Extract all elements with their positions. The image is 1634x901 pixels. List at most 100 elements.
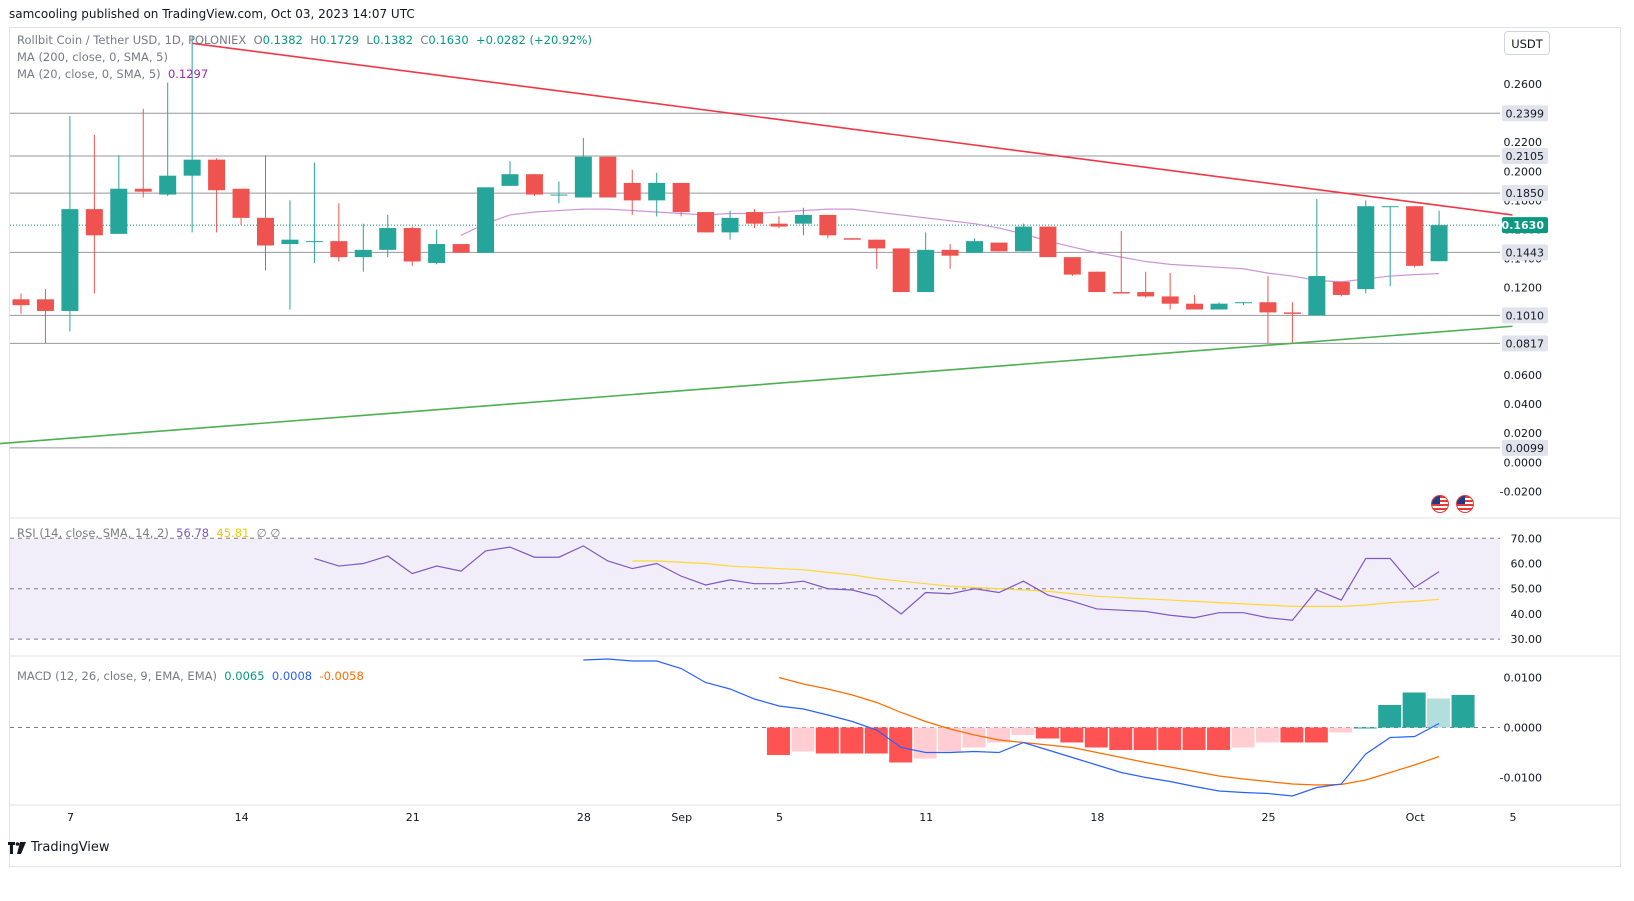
macd-signal-value: -0.0058 <box>319 669 364 683</box>
candle-body <box>403 228 421 262</box>
candle-body <box>379 228 397 250</box>
candle-body <box>574 156 592 198</box>
macd-histogram-bar <box>889 727 913 763</box>
candle-body <box>1088 271 1106 293</box>
open-value: 0.1382 <box>262 33 303 47</box>
candle-body <box>232 188 250 218</box>
time-tick-label: Sep <box>671 811 692 824</box>
level-label-box <box>1502 439 1548 456</box>
rsi-tick-label: 60.00 <box>1511 558 1543 571</box>
candle-body <box>159 175 177 195</box>
price-tick-label: 0.0400 <box>1504 398 1543 411</box>
macd-histogram-bar <box>1084 727 1108 748</box>
candle-body <box>1014 226 1032 252</box>
macd-histogram-bar <box>1207 727 1231 750</box>
close-label: C <box>420 33 429 47</box>
macd-hist-value: 0.0065 <box>224 669 265 683</box>
macd-legend[interactable]: MACD (12, 26, close, 9, EMA, EMA) 0.0065… <box>17 669 364 683</box>
symbol-title[interactable]: Rollbit Coin / Tether USD, 1D, POLONIEX <box>17 33 247 47</box>
candle-body <box>257 217 274 246</box>
time-tick-label: Oct <box>1406 811 1426 824</box>
candle-body <box>501 174 519 186</box>
level-label: 0.0099 <box>1506 442 1545 455</box>
rsi-label: RSI (14, close, SMA, 14, 2) <box>17 526 169 540</box>
candle-body <box>1381 206 1399 208</box>
macd-line-value: 0.0008 <box>271 669 313 683</box>
candle-body <box>1137 292 1155 297</box>
rsi-extra: ∅ ∅ <box>256 526 281 540</box>
rsi-tick-label: 30.00 <box>1511 633 1543 646</box>
candle-body <box>1161 296 1179 304</box>
macd-histogram-bar <box>766 727 790 755</box>
candle-body <box>1063 257 1081 275</box>
macd-histogram-bar <box>913 727 937 759</box>
macd-histogram-bar <box>1035 727 1059 739</box>
macd-histogram-bar <box>962 727 986 748</box>
tradingview-logo[interactable]: TradingView <box>8 840 110 855</box>
level-label-box <box>1502 307 1548 324</box>
level-label-box <box>1502 244 1548 261</box>
candle-body <box>1283 312 1301 314</box>
support-trendline <box>0 325 1513 445</box>
macd-histogram-bar <box>1378 705 1402 728</box>
macd-histogram-bar <box>1011 727 1035 735</box>
candle-body <box>1112 292 1130 294</box>
candle-body <box>477 187 495 253</box>
level-label: 0.0817 <box>1506 337 1545 350</box>
macd-histogram-bar <box>1402 692 1426 728</box>
candle-body <box>648 182 666 201</box>
candle-body <box>1332 281 1350 295</box>
resistance-trendline <box>192 42 1513 216</box>
level-label-box <box>1502 335 1548 352</box>
close-value: 0.1630 <box>428 33 469 47</box>
candle-body <box>85 209 103 236</box>
candle-body <box>917 249 935 293</box>
macd-line <box>583 658 1440 797</box>
candle-body <box>550 194 568 196</box>
candle-body <box>110 188 128 234</box>
macd-histogram-bar <box>1304 727 1328 743</box>
time-tick-label: 28 <box>577 811 591 824</box>
macd-histogram-bar <box>1427 698 1451 728</box>
candle-body <box>623 182 641 201</box>
candle-body <box>892 248 910 293</box>
level-label-box <box>1502 185 1548 202</box>
open-label: O <box>253 33 263 47</box>
ma20-legend[interactable]: MA (20, close, 0, SMA, 5) 0.1297 <box>17 67 208 81</box>
candle-body <box>1430 225 1448 262</box>
candle-body <box>61 209 79 311</box>
ma20-value: 0.1297 <box>167 67 209 81</box>
candle-body <box>281 239 299 245</box>
time-tick-label: 5 <box>1510 811 1517 824</box>
published-line: samcooling published on TradingView.com,… <box>9 7 415 21</box>
ma20-line <box>460 208 1440 283</box>
candle-body <box>1259 302 1277 313</box>
rsi-tick-label: 40.00 <box>1511 608 1543 621</box>
rsi-value: 56.78 <box>176 526 210 540</box>
rsi-tick-label: 50.00 <box>1511 583 1543 596</box>
price-tick-label: -0.0200 <box>1500 485 1542 498</box>
rsi-legend[interactable]: RSI (14, close, SMA, 14, 2) 56.78 45.81 … <box>17 526 280 540</box>
ma200-legend[interactable]: MA (200, close, 0, SMA, 5) <box>17 50 168 64</box>
candle-body <box>1308 276 1326 316</box>
time-tick-label: 11 <box>919 811 933 824</box>
level-label: 0.1850 <box>1506 187 1545 200</box>
candle-body <box>452 244 470 253</box>
macd-histogram-bar <box>1451 695 1475 728</box>
candle-body <box>746 212 763 224</box>
candle-body <box>990 242 1008 252</box>
time-tick-label: 5 <box>776 811 783 824</box>
candle-body <box>1186 303 1204 310</box>
price-tick-label: 0.2200 <box>1504 136 1543 149</box>
macd-histogram-bar <box>938 727 962 752</box>
us-flag-icon[interactable] <box>1456 495 1474 513</box>
candle-body <box>697 212 715 233</box>
low-label: L <box>366 33 373 47</box>
macd-histogram-bar <box>840 727 864 754</box>
candle-body <box>1357 206 1375 290</box>
candle-body <box>819 214 837 236</box>
us-flag-icon[interactable] <box>1431 495 1449 513</box>
currency-button[interactable]: USDT <box>1504 31 1550 55</box>
price-tick-label: 0.2000 <box>1504 165 1543 178</box>
